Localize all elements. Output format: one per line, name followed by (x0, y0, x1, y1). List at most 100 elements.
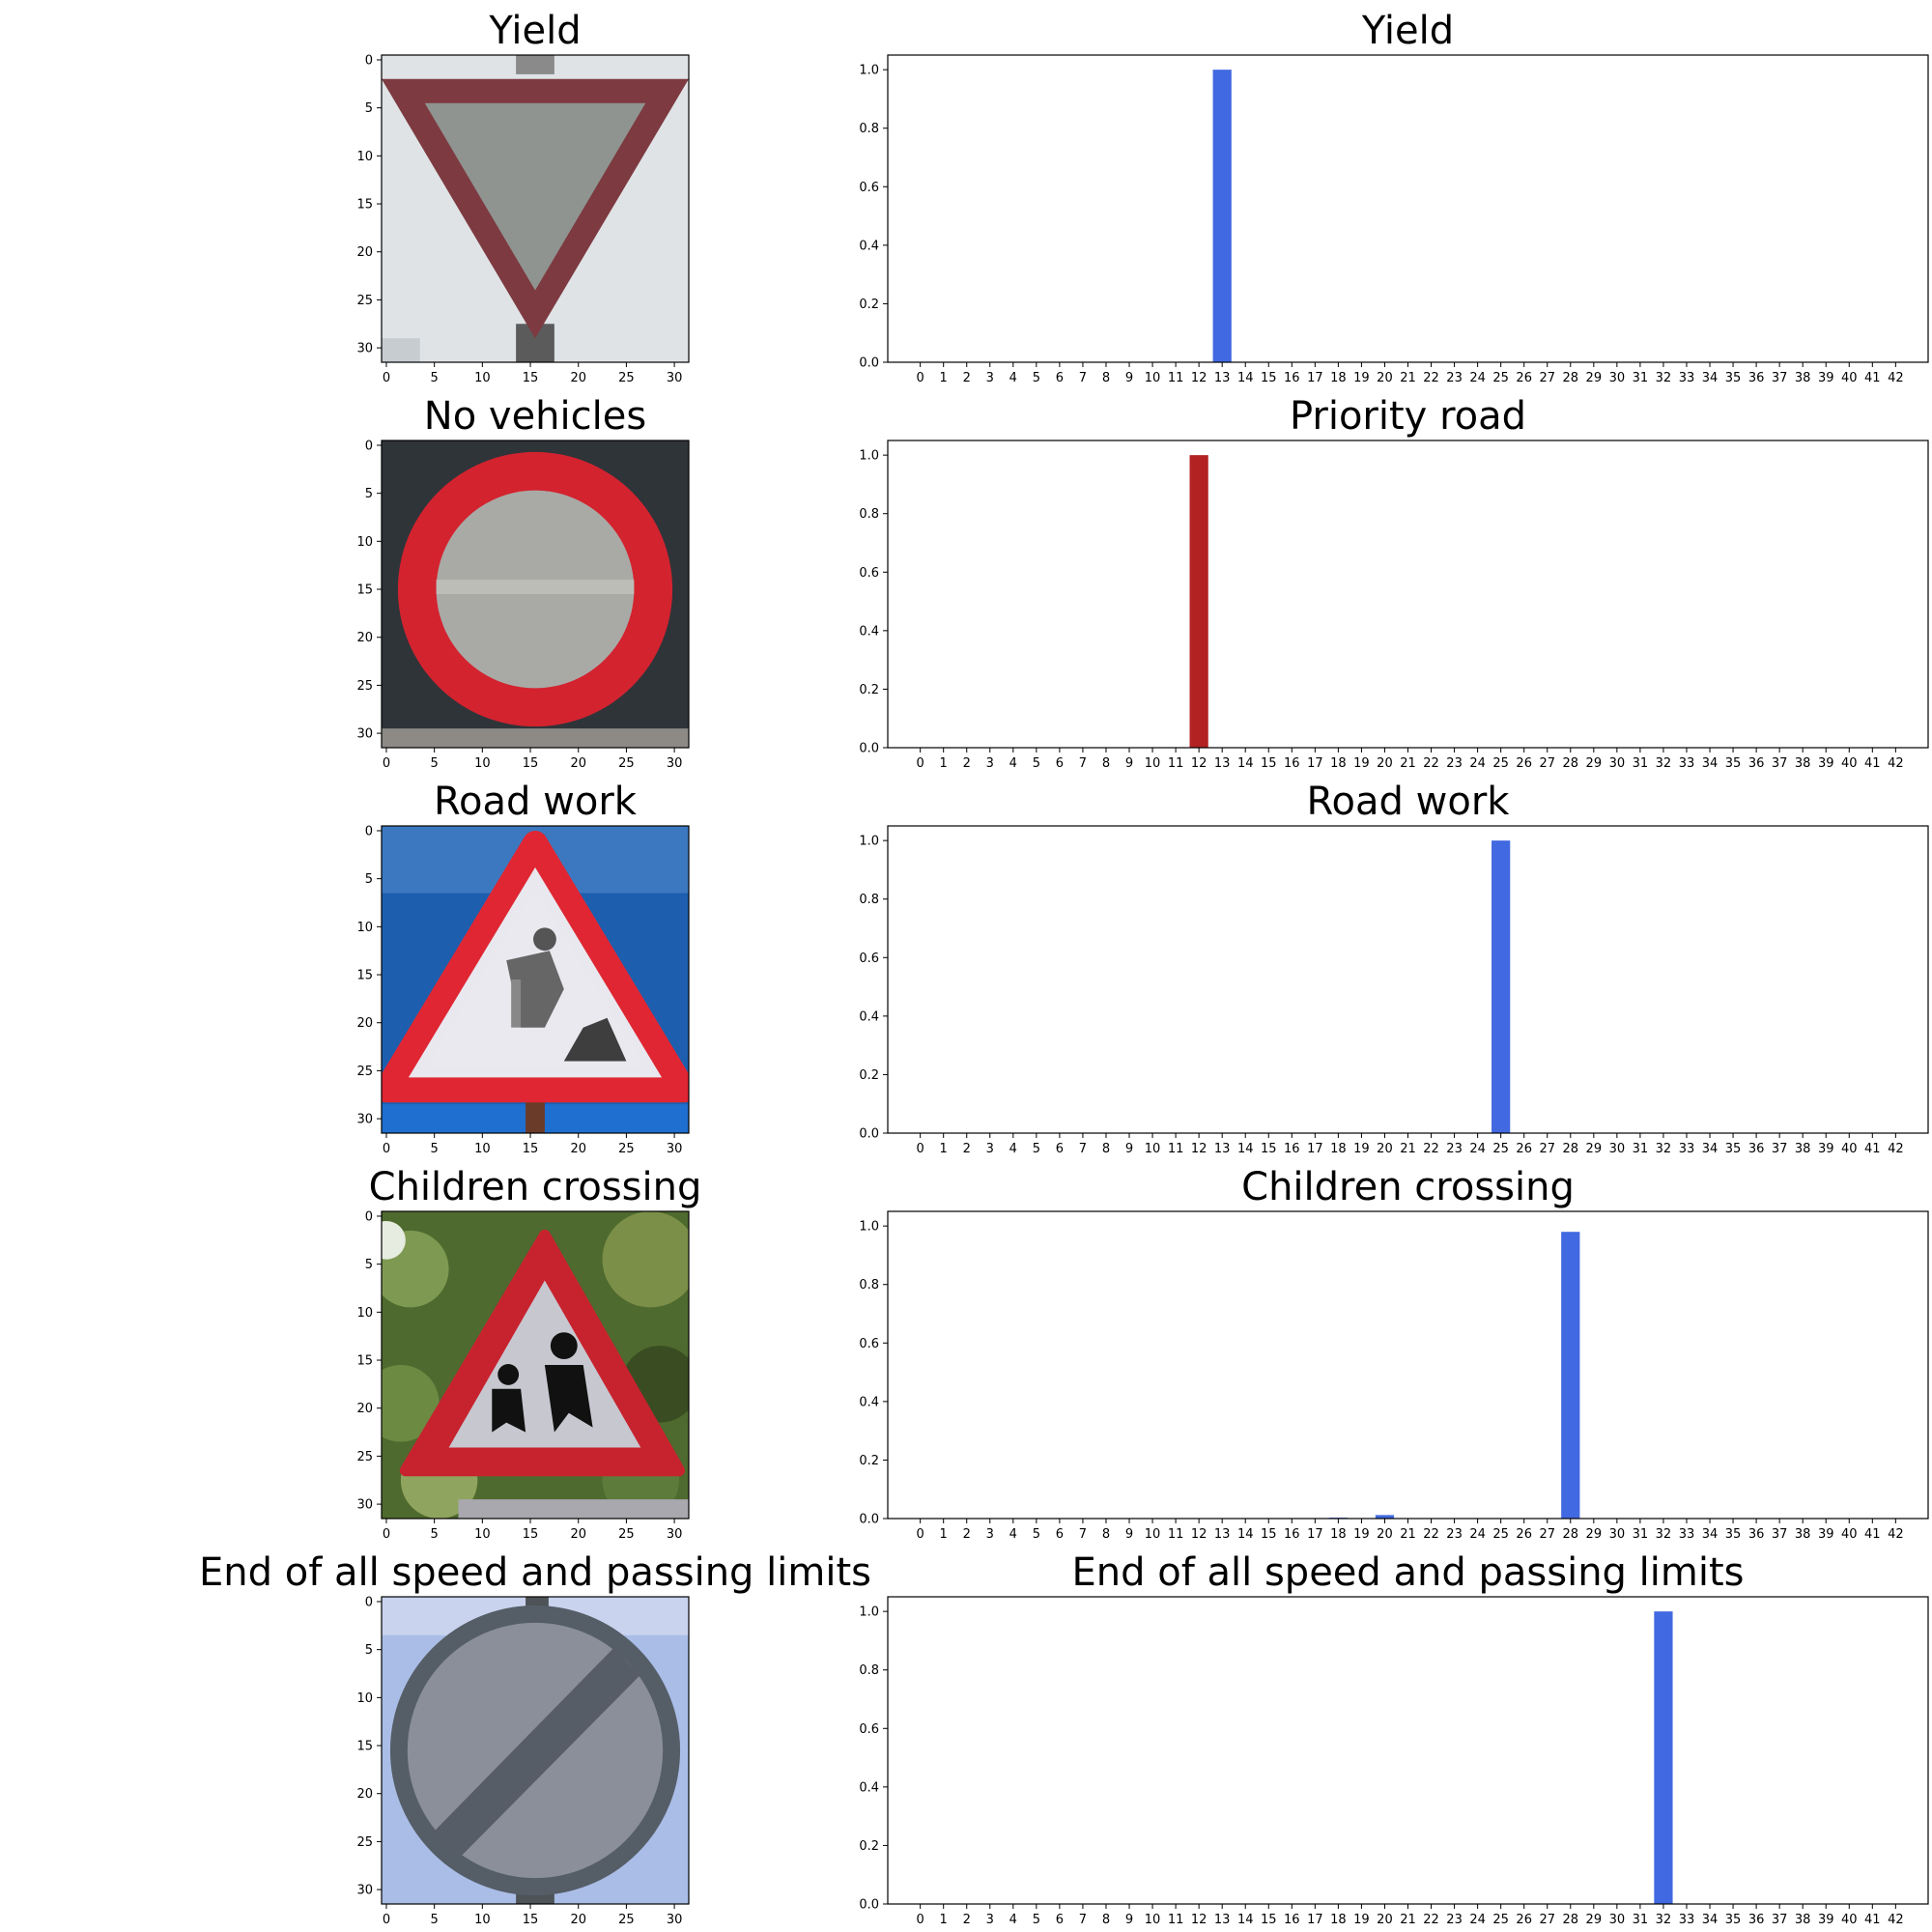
image-x-tick-label: 20 (570, 1913, 586, 1927)
class-tick-label: 15 (1261, 1527, 1277, 1542)
probability-tick-label: 0.0 (859, 1127, 879, 1142)
probability-tick-label: 0.6 (859, 181, 879, 195)
image-x-tick-label: 5 (431, 371, 439, 385)
class-tick-label: 23 (1446, 1913, 1463, 1927)
class-tick-label: 30 (1609, 756, 1626, 771)
class-tick-label: 18 (1330, 371, 1347, 385)
image-x-tick-label: 25 (618, 1142, 635, 1156)
image-x-tick-label: 10 (474, 756, 491, 771)
class-tick-label: 13 (1214, 756, 1231, 771)
class-tick-label: 39 (1818, 371, 1834, 385)
class-tick-label: 41 (1864, 756, 1881, 771)
bar-class-28 (1561, 1232, 1580, 1519)
class-tick-label: 17 (1307, 1142, 1323, 1156)
class-tick-label: 40 (1841, 1527, 1858, 1542)
class-tick-label: 6 (1056, 1527, 1064, 1542)
class-tick-label: 14 (1237, 756, 1254, 771)
probability-tick-label: 0.0 (859, 1513, 879, 1527)
class-tick-label: 16 (1284, 1142, 1300, 1156)
class-tick-label: 10 (1145, 756, 1161, 771)
class-tick-label: 35 (1725, 1913, 1742, 1927)
class-tick-label: 22 (1423, 1913, 1439, 1927)
class-tick-label: 3 (986, 1913, 994, 1927)
image-x-tick-label: 0 (383, 1527, 390, 1542)
class-tick-label: 19 (1353, 1527, 1370, 1542)
image-title: Children crossing (369, 1165, 702, 1209)
probability-tick-label: 0.2 (859, 1068, 879, 1083)
class-tick-label: 10 (1145, 1527, 1161, 1542)
class-tick-label: 33 (1679, 1913, 1695, 1927)
class-tick-label: 18 (1330, 1142, 1347, 1156)
image-x-tick-label: 10 (474, 1142, 491, 1156)
chart-title: Priority road (1290, 394, 1526, 439)
probability-tick-label: 0.2 (859, 1454, 879, 1468)
class-tick-label: 22 (1423, 371, 1439, 385)
class-tick-label: 32 (1656, 371, 1672, 385)
image-y-tick-label: 15 (356, 969, 373, 983)
class-tick-label: 12 (1191, 1527, 1208, 1542)
class-tick-label: 2 (963, 1142, 971, 1156)
image-x-tick-label: 15 (523, 756, 539, 771)
class-tick-label: 25 (1492, 756, 1509, 771)
class-tick-label: 29 (1586, 1142, 1603, 1156)
class-tick-label: 3 (986, 756, 994, 771)
image-x-tick-label: 25 (618, 756, 635, 771)
image-y-tick-label: 15 (356, 198, 373, 213)
class-tick-label: 19 (1353, 756, 1370, 771)
class-tick-label: 41 (1864, 1913, 1881, 1927)
image-x-tick-label: 0 (383, 1913, 390, 1927)
class-tick-label: 37 (1772, 1142, 1788, 1156)
image-x-tick-label: 30 (667, 756, 683, 771)
chart-axes-frame (887, 54, 1929, 363)
class-tick-label: 13 (1214, 371, 1231, 385)
image-axes-frame (381, 440, 690, 749)
image-y-tick-label: 5 (365, 1258, 373, 1272)
image-y-tick-label: 25 (356, 679, 373, 694)
image-y-tick-label: 10 (356, 150, 373, 164)
class-tick-label: 31 (1633, 1913, 1649, 1927)
class-tick-label: 38 (1795, 1142, 1811, 1156)
class-tick-label: 11 (1168, 756, 1184, 771)
image-axes-frame (381, 825, 690, 1134)
probability-tick-label: 0.2 (859, 1839, 879, 1854)
class-tick-label: 36 (1748, 1913, 1765, 1927)
image-y-tick-label: 0 (365, 1209, 373, 1224)
class-tick-label: 38 (1795, 756, 1811, 771)
image-x-tick-label: 30 (667, 1142, 683, 1156)
class-tick-label: 6 (1056, 1142, 1064, 1156)
class-tick-label: 7 (1079, 1142, 1087, 1156)
class-tick-label: 7 (1079, 1527, 1087, 1542)
class-tick-label: 12 (1191, 756, 1208, 771)
image-y-tick-label: 5 (365, 1643, 373, 1658)
class-tick-label: 39 (1818, 1142, 1834, 1156)
image-y-tick-label: 20 (356, 1787, 373, 1802)
class-tick-label: 29 (1586, 371, 1603, 385)
image-y-tick-label: 30 (356, 1884, 373, 1898)
probability-tick-label: 1.0 (859, 835, 879, 849)
class-tick-label: 41 (1864, 1527, 1881, 1542)
class-tick-label: 14 (1237, 371, 1254, 385)
class-tick-label: 28 (1563, 1913, 1579, 1927)
image-axes-frame (381, 1210, 690, 1520)
probability-tick-label: 0.4 (859, 1395, 879, 1409)
image-axes-frame (381, 54, 690, 363)
bar-class-25 (1492, 840, 1511, 1133)
class-tick-label: 14 (1237, 1527, 1254, 1542)
probability-tick-label: 0.2 (859, 683, 879, 697)
class-tick-label: 4 (1009, 756, 1017, 771)
image-y-tick-label: 10 (356, 921, 373, 935)
image-x-tick-label: 5 (431, 1527, 439, 1542)
class-tick-label: 20 (1377, 1913, 1393, 1927)
class-tick-label: 21 (1400, 1913, 1416, 1927)
class-tick-label: 10 (1145, 1913, 1161, 1927)
class-tick-label: 32 (1656, 1142, 1672, 1156)
image-x-tick-label: 5 (431, 756, 439, 771)
image-y-tick-label: 5 (365, 487, 373, 501)
chart-axes-frame (887, 1596, 1929, 1905)
chart-title: End of all speed and passing limits (1072, 1550, 1745, 1595)
class-tick-label: 18 (1330, 1913, 1347, 1927)
class-tick-label: 4 (1009, 1142, 1017, 1156)
image-x-tick-label: 0 (383, 1142, 390, 1156)
